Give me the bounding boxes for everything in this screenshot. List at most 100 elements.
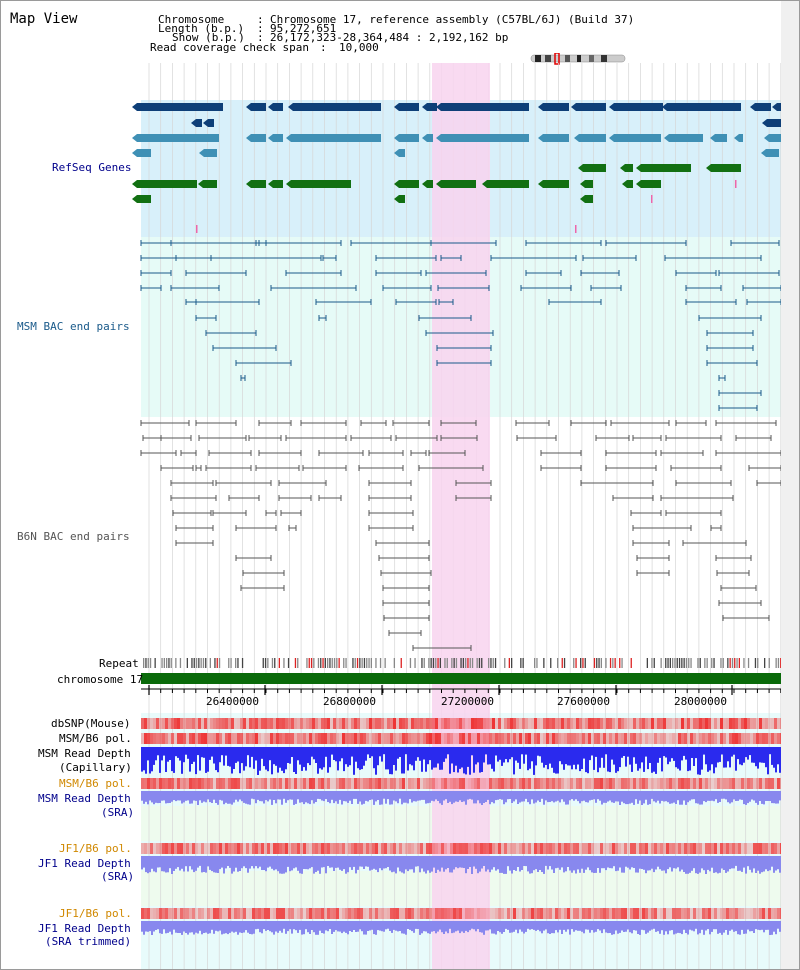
read-depth-bar [677, 791, 679, 801]
track-label-jf1-b6-pol[interactable]: JF1/B6 pol. [59, 842, 132, 855]
read-depth-bar [269, 921, 271, 932]
read-depth-bar [339, 921, 341, 932]
read-depth-bar [163, 747, 165, 756]
heatmap-cell [651, 778, 654, 789]
heatmap-cell [402, 733, 405, 744]
track-label-msm-b6-pol-2[interactable]: MSM/B6 pol. [59, 777, 132, 790]
chromosome-ideogram[interactable] [529, 53, 629, 65]
track-label-dbsnp[interactable]: dbSNP(Mouse) [51, 717, 131, 730]
read-depth-bar [299, 856, 301, 874]
read-depth-bar [645, 921, 647, 934]
read-depth-bar [457, 791, 459, 802]
heatmap-cell [192, 843, 195, 854]
repeat-element [191, 658, 193, 668]
heatmap-cell [204, 718, 207, 729]
track-label-refseq[interactable]: RefSeq Genes [52, 161, 132, 174]
read-depth-bar [283, 921, 285, 929]
read-depth-bar [253, 747, 255, 769]
track-label-jf1-read-depth-sra[interactable]: JF1 Read Depth [38, 857, 131, 870]
read-depth-bar [253, 856, 255, 869]
read-depth-bar [595, 856, 597, 873]
read-depth-bar [325, 856, 327, 874]
read-depth-bar [619, 747, 621, 768]
track-label-jf1-b6-pol-2[interactable]: JF1/B6 pol. [59, 907, 132, 920]
heatmap-cell [369, 778, 372, 789]
read-depth-bar [575, 747, 577, 770]
read-depth-bar [643, 791, 645, 804]
heatmap-cell [240, 843, 243, 854]
read-depth-bar [419, 747, 421, 761]
track-label-msm-read-depth-cap[interactable]: MSM Read Depth [38, 747, 131, 760]
heatmap-cell [462, 843, 465, 854]
repeat-element [308, 658, 310, 668]
repeat-element [175, 658, 177, 668]
heatmap-cell [294, 778, 297, 789]
read-depth-bar [577, 747, 579, 765]
read-depth-bar [467, 791, 469, 800]
heatmap-cell [387, 778, 390, 789]
track-label-repeat[interactable]: Repeat [99, 657, 139, 670]
heatmap-cell [591, 908, 594, 919]
repeat-element [764, 658, 766, 668]
heatmap-cell [282, 908, 285, 919]
heatmap-cell [375, 843, 378, 854]
heatmap-cell [381, 778, 384, 789]
read-depth-bar [383, 856, 385, 869]
read-depth-bar [469, 856, 471, 867]
read-depth-bar [663, 921, 665, 935]
repeat-element [294, 658, 297, 668]
heatmap-cell [177, 843, 180, 854]
heatmap-cell [243, 733, 246, 744]
track-label-msm-b6-pol[interactable]: MSM/B6 pol. [59, 732, 132, 745]
heatmap-cell [498, 778, 501, 789]
heatmap-cell [579, 908, 582, 919]
heatmap-cell [567, 733, 570, 744]
heatmap-cell [147, 733, 150, 744]
heatmap-cell [255, 718, 258, 729]
heatmap-cell [513, 718, 516, 729]
read-depth-bar [397, 747, 399, 759]
heatmap-cell [645, 733, 648, 744]
heatmap-cell [153, 843, 156, 854]
read-depth-bar [341, 856, 343, 871]
heatmap-cell [573, 778, 576, 789]
heatmap-cell [693, 843, 696, 854]
read-depth-bar [199, 747, 201, 771]
track-label-b6n-bac[interactable]: B6N BAC end pairs [17, 530, 130, 543]
heatmap-cell [543, 778, 546, 789]
track-label-jf1-read-depth-trim[interactable]: JF1 Read Depth [38, 922, 131, 935]
heatmap-cell [687, 843, 690, 854]
read-depth-bar [723, 921, 725, 933]
heatmap-cell [396, 718, 399, 729]
track-label-msm-bac[interactable]: MSM BAC end pairs [17, 320, 130, 333]
heatmap-cell [738, 733, 741, 744]
read-depth-bar [581, 856, 583, 869]
read-depth-bar [165, 791, 167, 804]
read-depth-bar [375, 856, 377, 870]
read-depth-bar [749, 856, 751, 870]
highlight-region[interactable] [432, 63, 490, 969]
read-depth-bar [265, 791, 267, 801]
read-depth-bar [567, 791, 569, 805]
read-depth-bar [767, 856, 769, 872]
heatmap-cell [717, 908, 720, 919]
right-margin [781, 1, 799, 969]
read-depth-bar [713, 791, 715, 802]
heatmap-cell [642, 843, 645, 854]
track-label-msm-read-depth-sra[interactable]: MSM Read Depth [38, 792, 131, 805]
repeat-element [343, 658, 345, 668]
read-depth-bar [519, 747, 521, 769]
read-depth-bar [301, 856, 303, 874]
repeat-element [584, 658, 586, 668]
repeat-element [651, 658, 653, 668]
heatmap-cell [246, 718, 249, 729]
read-depth-bar [567, 921, 569, 930]
heatmap-cell [642, 908, 645, 919]
read-depth-bar [637, 747, 639, 771]
read-depth-bar [259, 921, 261, 933]
read-depth-bar [389, 747, 391, 775]
read-depth-bar [413, 747, 415, 771]
heatmap-cell [402, 908, 405, 919]
heatmap-cell [432, 733, 435, 744]
